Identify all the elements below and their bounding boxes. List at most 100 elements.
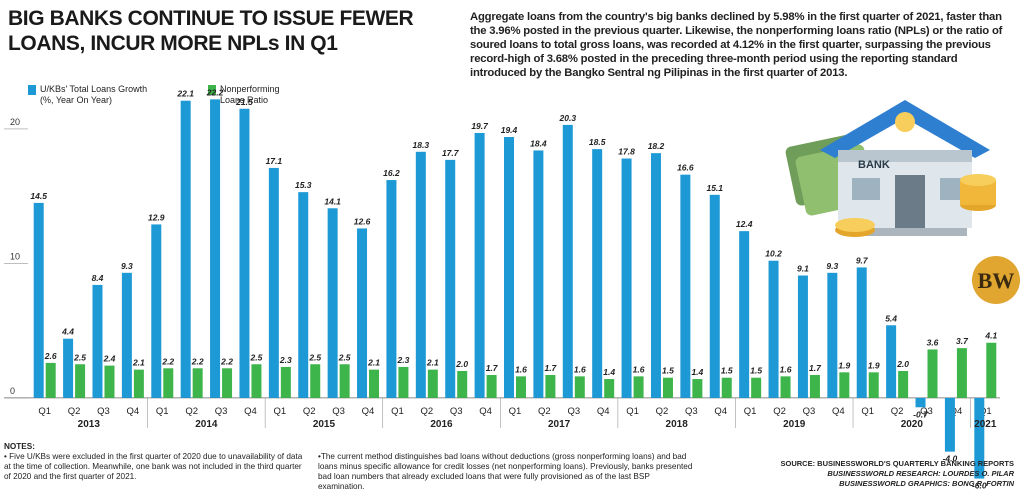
value-label: 17.8: [618, 147, 635, 157]
y-tick-label: 0: [10, 386, 15, 396]
y-tick-label: 10: [10, 251, 20, 261]
bar: [457, 370, 468, 398]
bar: [680, 174, 691, 398]
value-label: 9.7: [856, 255, 869, 265]
bar: [339, 364, 350, 398]
value-label: 1.6: [780, 364, 792, 374]
bar: [133, 369, 144, 398]
bar: [474, 132, 485, 398]
x-tick-label: Q4: [597, 406, 610, 417]
note: •The current method distinguishes bad lo…: [318, 452, 693, 491]
bar: [692, 379, 703, 398]
value-label: 2.3: [397, 355, 410, 365]
value-label: 3.6: [927, 337, 939, 347]
bar: [780, 376, 791, 398]
bar: [280, 366, 291, 398]
value-label: 1.9: [868, 360, 880, 370]
legend-item: U/KBs' Total Loans Growth (%, Year On Ye…: [28, 84, 147, 106]
bar: [163, 368, 174, 398]
x-tick-label: Q4: [362, 406, 375, 417]
x-tick-label: Q2: [656, 406, 669, 417]
value-label: 14.1: [324, 196, 341, 206]
value-label: 2.3: [279, 355, 292, 365]
note: • Five U/KBs were excluded in the first …: [4, 452, 303, 481]
bar: [222, 368, 233, 398]
sources: SOURCE: BUSINESSWORLD'S QUARTERLY BANKIN…: [781, 459, 1014, 489]
bar: [504, 137, 514, 398]
value-label: 1.7: [486, 363, 499, 373]
bar: [739, 231, 750, 398]
bar: [151, 224, 162, 398]
x-tick-label: Q2: [773, 406, 786, 417]
legend-note: (%, Year On Year): [40, 95, 113, 105]
legend-item: Nonperforming Loans Ratio: [208, 84, 290, 106]
value-label: -0.7: [913, 409, 929, 419]
bar: [239, 108, 250, 398]
value-label: 15.3: [295, 180, 312, 190]
value-label: 4.1: [984, 331, 997, 341]
value-label: 16.2: [383, 168, 400, 178]
value-label: 20.3: [559, 113, 577, 123]
x-tick-label: Q2: [891, 406, 904, 417]
x-tick-label: Q3: [803, 406, 816, 417]
bar: [662, 377, 673, 398]
bar: [63, 338, 74, 398]
notes-title: NOTES:: [4, 442, 35, 451]
value-label: 14.5: [30, 191, 47, 201]
bar: [104, 365, 115, 398]
bar: [633, 376, 644, 398]
value-label: 2.5: [73, 352, 86, 362]
value-label: 3.7: [956, 336, 969, 346]
x-tick-label: Q1: [391, 406, 404, 417]
x-tick-label: Q1: [274, 406, 287, 417]
value-label: 9.3: [826, 261, 838, 271]
year-label: 2013: [78, 419, 101, 430]
bar: [45, 362, 56, 398]
year-label: 2021: [974, 419, 997, 430]
bar: [650, 153, 661, 398]
description: Aggregate loans from the country's big b…: [470, 11, 1003, 79]
x-tick-label: Q2: [420, 406, 433, 417]
bar: [533, 150, 544, 398]
value-label: 15.1: [706, 183, 723, 193]
source: SOURCE: BUSINESSWORLD'S QUARTERLY BANKIN…: [780, 459, 1014, 468]
bar: [574, 376, 585, 398]
x-tick-label: Q3: [215, 406, 228, 417]
bar: [768, 260, 779, 398]
x-tick-label: Q1: [38, 406, 51, 417]
value-label: 2.4: [103, 354, 116, 364]
value-label: 1.5: [662, 366, 674, 376]
value-label: 1.6: [633, 364, 645, 374]
value-label: -4.0: [943, 454, 958, 464]
bar: [986, 342, 997, 398]
legend-label: U/KBs' Total Loans Growth: [40, 84, 148, 94]
value-label: 1.5: [750, 366, 762, 376]
x-tick-label: Q3: [920, 406, 933, 417]
bar: [210, 99, 221, 398]
bar: [944, 397, 955, 452]
bar: [369, 369, 380, 398]
value-label: 1.7: [544, 363, 557, 373]
bar: [180, 100, 191, 398]
y-tick-label: 20: [10, 117, 20, 127]
bar: [592, 149, 603, 398]
title: BIG BANKS CONTINUE TO ISSUE FEWER LOANS,…: [8, 6, 414, 56]
bar: [92, 284, 103, 398]
value-label: 2.5: [250, 352, 263, 362]
value-label: 2.2: [191, 356, 204, 366]
bar: [915, 397, 926, 408]
value-label: 12.6: [354, 216, 371, 226]
bar: [75, 364, 86, 398]
year-label: 2017: [548, 419, 571, 430]
value-label: 17.1: [266, 156, 283, 166]
bar: [827, 272, 838, 398]
year-label: 2019: [783, 419, 806, 430]
value-label: 2.5: [308, 352, 321, 362]
x-tick-label: Q2: [68, 406, 81, 417]
value-label: 9.1: [797, 264, 809, 274]
notes: NOTES: • Five U/KBs were excluded in the…: [4, 442, 304, 482]
bar: [956, 348, 967, 398]
bar: [192, 368, 203, 398]
title-line: LOANS, INCUR MORE NPLs IN Q1: [8, 32, 338, 55]
bar: [898, 370, 909, 398]
